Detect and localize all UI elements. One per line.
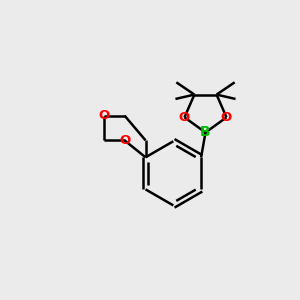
Text: O: O bbox=[98, 109, 109, 122]
Text: B: B bbox=[200, 125, 211, 140]
Text: O: O bbox=[179, 111, 190, 124]
Text: O: O bbox=[119, 134, 130, 147]
Text: O: O bbox=[221, 111, 232, 124]
